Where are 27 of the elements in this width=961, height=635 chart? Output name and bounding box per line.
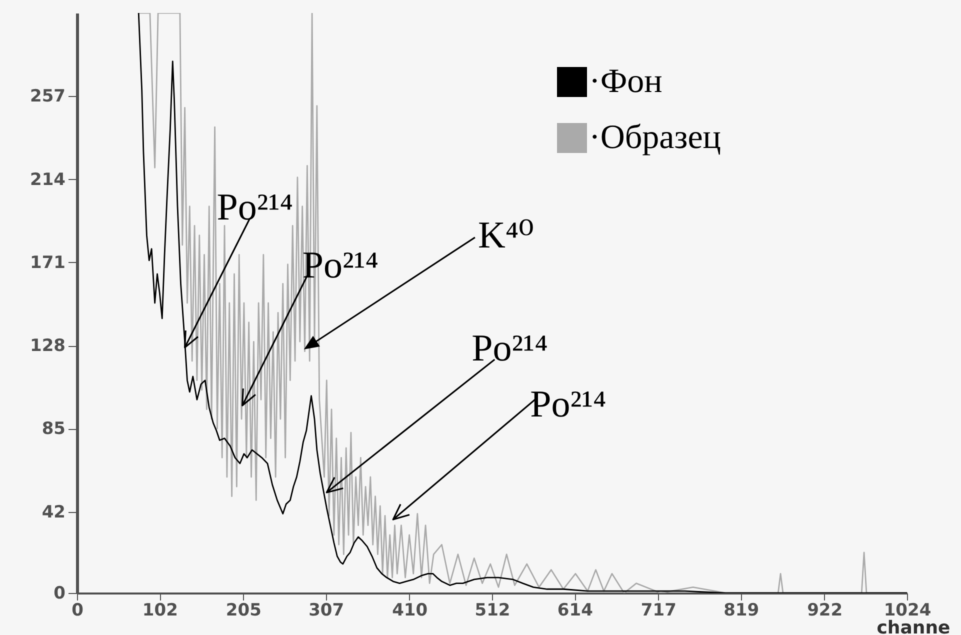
x-tick-label: 410 <box>392 600 428 620</box>
annotation: K⁴⁰ <box>478 214 534 256</box>
x-tick-label: 717 <box>640 600 676 620</box>
x-tick-label: 922 <box>807 600 843 620</box>
x-tick-label: 0 <box>72 600 84 620</box>
y-tick-label: 128 <box>30 336 66 356</box>
annotation: Po²¹⁴ <box>216 186 293 228</box>
line-series <box>138 13 907 593</box>
x-tick-label: 1024 <box>884 600 932 620</box>
annotation: Po²¹⁴ <box>302 244 379 286</box>
y-tick-label: 171 <box>30 252 66 273</box>
x-tick-label: 205 <box>226 600 262 620</box>
y-tick-label: 0 <box>54 584 66 604</box>
x-tick-label: 307 <box>308 600 344 620</box>
x-tick-label: 819 <box>724 600 760 620</box>
x-axis-title: channe <box>876 618 950 635</box>
x-tick-label: 614 <box>557 600 594 620</box>
legend-label: ·Образец <box>589 119 721 156</box>
legend-label: ·Фон <box>589 63 662 100</box>
y-tick-label: 257 <box>30 86 66 107</box>
y-tick-label: 214 <box>30 170 66 190</box>
annotation: Po²¹⁴ <box>530 384 606 426</box>
x-tick-label: 512 <box>474 600 510 620</box>
y-tick-label: 42 <box>42 502 66 522</box>
x-tick-label: 102 <box>142 600 178 620</box>
y-tick-label: 85 <box>42 419 66 440</box>
annotation: Po²¹⁴ <box>472 327 548 370</box>
